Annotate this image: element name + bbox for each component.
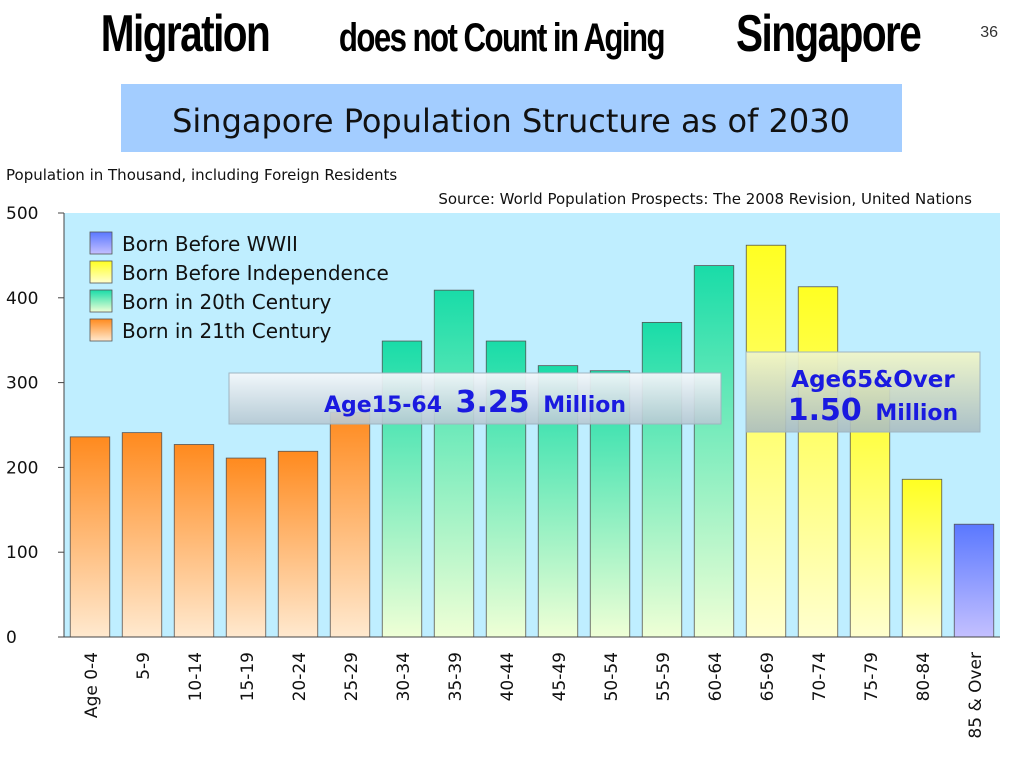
bars xyxy=(69,244,995,638)
x-tick-label: 45-49 xyxy=(550,652,570,701)
bar-12 xyxy=(693,265,735,638)
y-tick-label: 500 xyxy=(6,204,38,224)
y-tick-label: 100 xyxy=(6,543,38,563)
x-tick-label: 15-19 xyxy=(238,652,258,701)
x-tick-label: 35-39 xyxy=(446,652,466,701)
legend: Born Before WWII Born Before Independence… xyxy=(89,231,389,343)
svg-text:1.50 Million: 1.50 Million xyxy=(788,393,958,428)
x-tick-label: 25-29 xyxy=(342,652,362,701)
y-tick-label: 0 xyxy=(6,628,17,648)
x-tick-label: 30-34 xyxy=(394,652,414,701)
annotation-working-age-label: Age15-64 xyxy=(324,393,442,418)
x-tick-label: 85 & Over xyxy=(966,652,986,739)
bar-3 xyxy=(225,457,267,638)
bar-14 xyxy=(797,286,839,638)
bar-17 xyxy=(953,523,995,638)
chart-title-banner xyxy=(121,84,902,152)
x-tick-label: 5-9 xyxy=(134,652,154,680)
annotation-elderly-unit: Million xyxy=(875,401,958,426)
x-axis: Age 0-4 5-9 10-14 15-19 20-24 25-29 30-34 35-39… xyxy=(82,652,986,739)
annotation-working-age: Age15-64 3.25 Million xyxy=(228,372,722,425)
y-axis: 0 100 200 300 400 500 xyxy=(6,204,64,648)
x-tick-label: 40-44 xyxy=(498,652,518,701)
title-part-2: does not Count in Aging xyxy=(339,16,666,60)
x-tick-label: 50-54 xyxy=(602,652,622,701)
y-tick-label: 400 xyxy=(6,289,38,309)
legend-label: Born Before Independence xyxy=(122,261,389,285)
x-tick-label: 70-74 xyxy=(810,652,830,701)
y-tick-label: 200 xyxy=(6,458,38,478)
x-tick-label: 60-64 xyxy=(706,652,726,701)
annotation-elderly-label: Age65&Over xyxy=(791,367,955,393)
legend-swatch xyxy=(89,231,113,255)
y-tick-label: 300 xyxy=(6,374,38,394)
x-tick-label: Age 0-4 xyxy=(82,652,102,718)
slide-number: 36 xyxy=(980,24,998,41)
x-tick-label: 20-24 xyxy=(290,652,310,701)
bar-7 xyxy=(433,289,475,638)
bar-16 xyxy=(901,478,943,638)
bar-11 xyxy=(641,321,683,638)
annotation-elderly-value: 1.50 xyxy=(788,393,862,428)
y-axis-label: Population in Thousand, including Foreig… xyxy=(6,166,397,184)
chart-title: Singapore Population Structure as of 203… xyxy=(172,102,850,140)
bar-4 xyxy=(277,450,319,638)
x-tick-label: 65-69 xyxy=(758,652,778,701)
x-tick-label: 10-14 xyxy=(186,652,206,701)
legend-swatch xyxy=(89,289,113,313)
bar-13 xyxy=(745,244,787,638)
annotation-working-age-unit: Million xyxy=(543,393,626,418)
bar-2 xyxy=(173,444,215,638)
x-tick-label: 75-79 xyxy=(862,652,882,701)
legend-label: Born in 20th Century xyxy=(122,290,331,314)
annotation-elderly: Age65&Over 1.50 Million xyxy=(745,351,981,433)
legend-label: Born Before WWII xyxy=(122,232,298,256)
legend-label: Born in 21th Century xyxy=(122,319,331,343)
annotation-working-age-value: 3.25 xyxy=(456,385,530,420)
title-part-1: Migration xyxy=(101,5,271,63)
bar-0 xyxy=(69,436,111,638)
svg-text:Age15-64 3.25 Mill: Age15-64 3.25 Million xyxy=(324,385,626,420)
bar-1 xyxy=(121,432,163,638)
x-tick-label: 80-84 xyxy=(914,652,934,701)
x-tick-label: 55-59 xyxy=(654,652,674,701)
legend-swatch xyxy=(89,318,113,342)
slide-title: Migration does not Count in Aging Singap… xyxy=(0,8,1024,60)
source-note: Source: World Population Prospects: The … xyxy=(438,190,972,208)
title-part-3: Singapore xyxy=(736,5,922,63)
legend-swatch xyxy=(89,260,113,284)
bar-5 xyxy=(329,411,371,638)
